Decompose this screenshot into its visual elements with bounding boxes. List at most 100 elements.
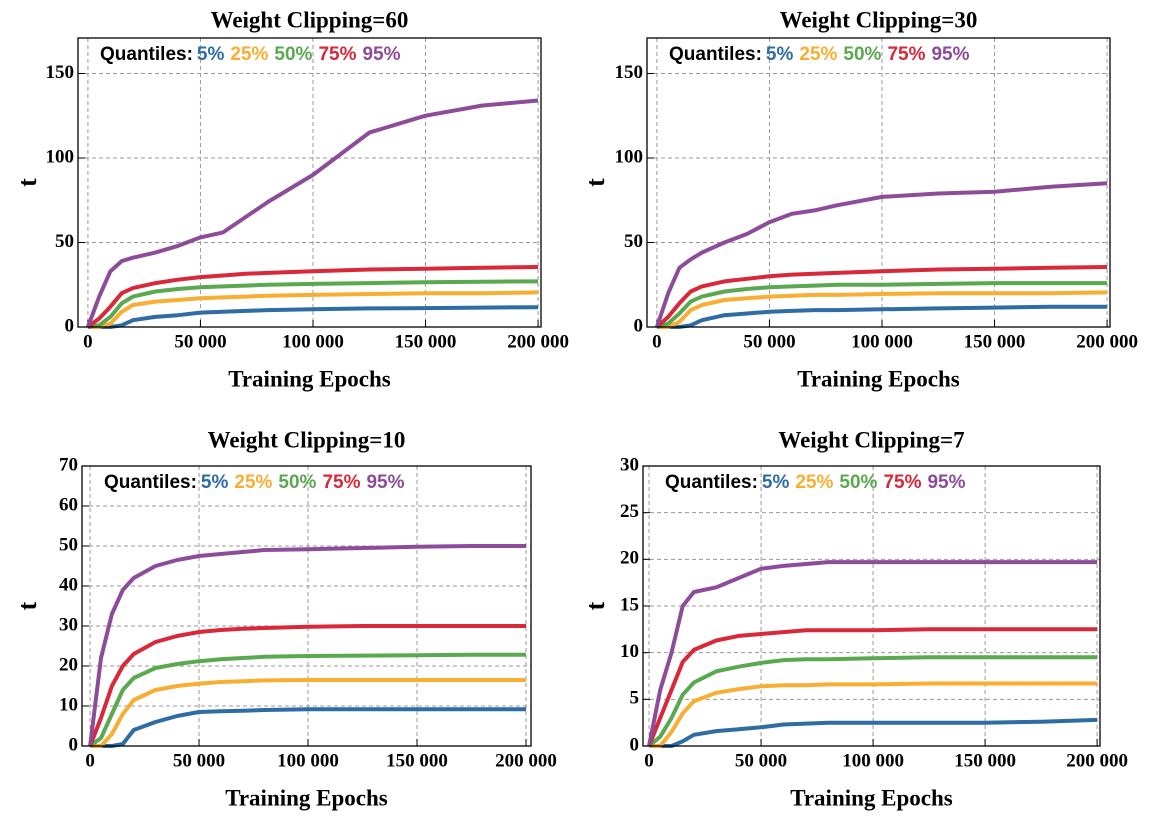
y-tick-label: 30 <box>620 454 639 475</box>
series-line <box>88 544 526 747</box>
series-line <box>86 98 539 328</box>
legend-entry: 50% <box>278 472 316 493</box>
chart-title: Weight Clipping=7 <box>778 427 964 452</box>
plot-frame <box>77 37 542 328</box>
x-tick-label: 200 000 <box>1066 750 1128 771</box>
y-tick-label: 70 <box>59 454 78 475</box>
series-line <box>647 560 1098 747</box>
plot-frame <box>642 465 1101 747</box>
x-tick-label: 100 000 <box>282 331 344 352</box>
legend-entry: 75% <box>883 472 921 493</box>
x-tick-label: 50 000 <box>174 331 226 352</box>
legend-title: Quantiles: <box>100 44 193 65</box>
y-tick-label: 15 <box>620 594 639 615</box>
legend-entry: 95% <box>927 472 965 493</box>
x-tick-label: 200 000 <box>507 331 569 352</box>
legend-entry: 95% <box>366 472 404 493</box>
y-tick-label: 100 <box>615 146 644 167</box>
legend-entry: 25% <box>234 472 272 493</box>
legend-entry: 25% <box>230 44 268 65</box>
y-tick-label: 5 <box>630 688 640 709</box>
panel: Weight Clipping=60 Training Epochs t 0 50 00… <box>13 7 569 391</box>
x-axis-label: Training Epochs <box>228 366 391 391</box>
x-tick-label: 100 000 <box>851 331 913 352</box>
legend-entry: 75% <box>322 472 360 493</box>
x-tick-label: 0 <box>83 331 93 352</box>
plot-frame <box>81 465 532 747</box>
y-tick-label: 50 <box>55 231 74 252</box>
legend-title: Quantiles: <box>104 472 197 493</box>
y-axis-label: t <box>581 178 610 187</box>
legend-entry: 50% <box>843 44 881 65</box>
series-line <box>87 290 539 329</box>
x-tick-label: 0 <box>652 331 662 352</box>
y-tick-label: 150 <box>615 62 644 83</box>
y-tick-label: 10 <box>620 641 639 662</box>
series-line <box>647 655 1098 748</box>
x-tick-label: 150 000 <box>964 331 1026 352</box>
legend-entry: 5% <box>197 44 225 65</box>
legend-entry: 75% <box>887 44 925 65</box>
series-line <box>88 652 526 748</box>
legend-entry: 5% <box>762 472 790 493</box>
y-tick-label: 20 <box>59 654 78 675</box>
series-line <box>656 290 1108 329</box>
y-axis-label: t <box>13 601 42 610</box>
plot-frame <box>646 37 1111 328</box>
series-line <box>87 305 539 329</box>
series-line <box>90 678 526 748</box>
legend-entry: 50% <box>274 44 312 65</box>
x-tick-label: 150 000 <box>395 331 457 352</box>
y-tick-label: 20 <box>620 548 639 569</box>
legend-entry: 50% <box>839 472 877 493</box>
legend-entry: 95% <box>931 44 969 65</box>
x-tick-label: 150 000 <box>386 750 448 771</box>
x-tick-label: 100 000 <box>842 750 904 771</box>
legend-title: Quantiles: <box>669 44 762 65</box>
series-line <box>656 281 1108 329</box>
y-tick-label: 10 <box>59 694 78 715</box>
y-tick-label: 50 <box>59 534 78 555</box>
series-line <box>655 181 1108 328</box>
y-tick-label: 100 <box>46 146 75 167</box>
x-tick-label: 50 000 <box>743 331 795 352</box>
x-tick-label: 150 000 <box>954 750 1016 771</box>
y-tick-label: 0 <box>69 734 79 755</box>
panel: Weight Clipping=10 Training Epochs t 0 50 00… <box>13 427 557 810</box>
series-line <box>88 624 526 747</box>
chart-title: Weight Clipping=30 <box>780 7 978 32</box>
legend-entry: 75% <box>318 44 356 65</box>
legend-entry: 5% <box>766 44 794 65</box>
series-line <box>649 717 1098 748</box>
panel: Weight Clipping=7 Training Epochs t 0 50 000… <box>581 427 1128 810</box>
y-tick-label: 0 <box>630 734 640 755</box>
y-tick-label: 0 <box>65 315 75 336</box>
legend-entry: 95% <box>362 44 400 65</box>
y-tick-label: 0 <box>634 315 644 336</box>
x-tick-label: 50 000 <box>173 750 225 771</box>
series-line <box>655 265 1108 329</box>
series-line <box>656 304 1108 329</box>
x-tick-label: 0 <box>644 750 654 771</box>
series-line <box>647 627 1098 747</box>
y-tick-label: 40 <box>59 574 78 595</box>
legend-title: Quantiles: <box>665 472 758 493</box>
y-axis-label: t <box>581 601 610 610</box>
y-tick-label: 30 <box>59 614 78 635</box>
series-line <box>90 707 526 748</box>
x-axis-label: Training Epochs <box>225 785 388 810</box>
series-line <box>87 279 539 329</box>
legend-entry: 25% <box>795 472 833 493</box>
legend-entry: 5% <box>201 472 229 493</box>
y-tick-label: 50 <box>624 231 643 252</box>
x-tick-label: 50 000 <box>735 750 787 771</box>
legend-entry: 25% <box>799 44 837 65</box>
x-tick-label: 200 000 <box>1076 331 1138 352</box>
x-axis-label: Training Epochs <box>790 785 953 810</box>
chart-title: Weight Clipping=10 <box>208 427 406 452</box>
x-tick-label: 0 <box>85 750 95 771</box>
y-tick-label: 150 <box>46 62 75 83</box>
series-line <box>86 265 539 329</box>
x-tick-label: 200 000 <box>495 750 557 771</box>
